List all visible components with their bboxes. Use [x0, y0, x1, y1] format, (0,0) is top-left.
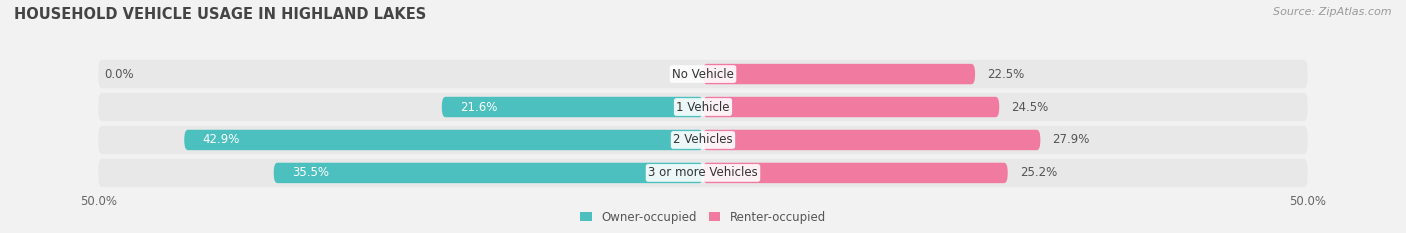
- Text: 25.2%: 25.2%: [1019, 166, 1057, 179]
- FancyBboxPatch shape: [703, 64, 976, 84]
- FancyBboxPatch shape: [98, 159, 1308, 187]
- Text: 21.6%: 21.6%: [460, 100, 498, 113]
- Text: No Vehicle: No Vehicle: [672, 68, 734, 81]
- FancyBboxPatch shape: [703, 163, 1008, 183]
- Legend: Owner-occupied, Renter-occupied: Owner-occupied, Renter-occupied: [575, 206, 831, 228]
- Text: 2 Vehicles: 2 Vehicles: [673, 134, 733, 147]
- Text: 0.0%: 0.0%: [104, 68, 134, 81]
- Text: Source: ZipAtlas.com: Source: ZipAtlas.com: [1274, 7, 1392, 17]
- Text: 1 Vehicle: 1 Vehicle: [676, 100, 730, 113]
- Text: 27.9%: 27.9%: [1053, 134, 1090, 147]
- FancyBboxPatch shape: [98, 93, 1308, 121]
- FancyBboxPatch shape: [274, 163, 703, 183]
- FancyBboxPatch shape: [703, 97, 1000, 117]
- FancyBboxPatch shape: [98, 126, 1308, 154]
- Text: 35.5%: 35.5%: [292, 166, 329, 179]
- FancyBboxPatch shape: [441, 97, 703, 117]
- FancyBboxPatch shape: [98, 60, 1308, 88]
- Text: 42.9%: 42.9%: [202, 134, 240, 147]
- FancyBboxPatch shape: [703, 130, 1040, 150]
- Text: 3 or more Vehicles: 3 or more Vehicles: [648, 166, 758, 179]
- Text: 24.5%: 24.5%: [1011, 100, 1049, 113]
- Text: 22.5%: 22.5%: [987, 68, 1025, 81]
- Text: HOUSEHOLD VEHICLE USAGE IN HIGHLAND LAKES: HOUSEHOLD VEHICLE USAGE IN HIGHLAND LAKE…: [14, 7, 426, 22]
- FancyBboxPatch shape: [184, 130, 703, 150]
